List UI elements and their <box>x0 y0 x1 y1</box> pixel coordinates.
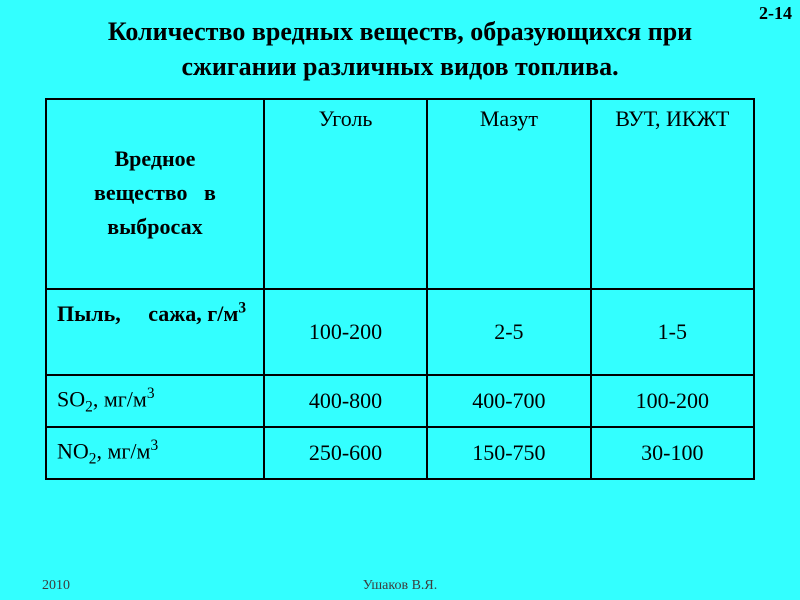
table-body: Пыль, сажа, г/м3100-2002-51-5SO2, мг/м34… <box>46 289 754 478</box>
cell-value: 30-100 <box>591 427 754 479</box>
row-header-label: Вредное вещество в выбросах <box>46 99 264 289</box>
table-row: Пыль, сажа, г/м3100-2002-51-5 <box>46 289 754 375</box>
cell-value: 100-200 <box>264 289 427 375</box>
table-row: SO2, мг/м3400-800400-700100-200 <box>46 375 754 427</box>
footer-author: Ушаков В.Я. <box>0 578 800 594</box>
cell-value: 1-5 <box>591 289 754 375</box>
cell-value: 400-700 <box>427 375 590 427</box>
row-label: NO2, мг/м3 <box>46 427 264 479</box>
cell-value: 150-750 <box>427 427 590 479</box>
slide-title: Количество вредных веществ, образующихся… <box>0 0 800 92</box>
cell-value: 100-200 <box>591 375 754 427</box>
cell-value: 2-5 <box>427 289 590 375</box>
col-header: Мазут <box>427 99 590 289</box>
col-header: ВУТ, ИКЖТ <box>591 99 754 289</box>
table-row: NO2, мг/м3250-600150-75030-100 <box>46 427 754 479</box>
row-label: Пыль, сажа, г/м3 <box>46 289 264 375</box>
substance-label: Вредное вещество в выбросах <box>55 106 255 244</box>
row-label: SO2, мг/м3 <box>46 375 264 427</box>
cell-value: 400-800 <box>264 375 427 427</box>
cell-value: 250-600 <box>264 427 427 479</box>
col-header: Уголь <box>264 99 427 289</box>
emissions-table: Вредное вещество в выбросах Уголь Мазут … <box>45 98 755 479</box>
page-number: 2-14 <box>759 4 792 23</box>
